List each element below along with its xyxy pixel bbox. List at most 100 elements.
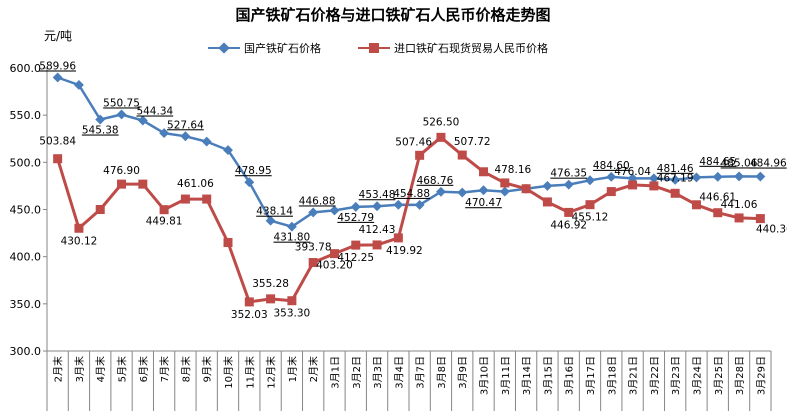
x-tick-label: 3月1日: [329, 356, 341, 389]
data-point-domestic: [308, 207, 319, 218]
data-point-domestic: [329, 205, 340, 216]
data-label-domestic: 470.47: [465, 197, 502, 209]
axes: 300.0 350.0 400.0 450.0 500.0 550.0 600.0 2月末 3月…: [10, 62, 772, 411]
data-label-domestic: 485.06: [721, 157, 758, 169]
data-label-domestic: 550.75: [103, 97, 140, 109]
data-point-domestic: [52, 72, 63, 83]
data-label-import: 476.04: [614, 166, 651, 178]
x-tick-label: 4月末: [94, 356, 107, 382]
data-point-import: [329, 249, 339, 259]
series-line-0: [57, 76, 761, 228]
data-point-domestic: [734, 171, 745, 182]
data-label-domestic: 454.88: [393, 188, 430, 200]
data-point-import: [564, 207, 574, 217]
data-label-domestic: 484.60: [593, 160, 630, 172]
data-point-import: [74, 223, 84, 233]
data-label-domestic: 545.38: [82, 125, 119, 137]
data-point-import: [691, 200, 701, 210]
x-tick-label: 9月末: [201, 356, 214, 382]
x-tick-label: 5月末: [116, 356, 129, 382]
legend-marker-import: [369, 43, 379, 53]
data-point-import: [585, 200, 595, 210]
data-point-import: [159, 205, 169, 215]
data-point-domestic: [286, 221, 297, 232]
y-tick-label: 550.0: [10, 109, 42, 122]
data-point-domestic: [478, 185, 489, 196]
data-label-domestic: 438.14: [256, 206, 293, 218]
data-point-import: [436, 132, 446, 142]
data-label-import: 449.81: [146, 216, 183, 228]
data-point-import: [287, 296, 297, 306]
x-tick-label: 3月11日: [500, 356, 512, 395]
legend-marker-domestic: [218, 42, 230, 54]
data-label-import: 526.50: [423, 116, 460, 128]
data-label-import: 403.20: [316, 260, 353, 272]
x-tick-label: 3月22日: [649, 356, 661, 395]
data-point-import: [521, 184, 531, 194]
y-tick-label: 600.0: [10, 62, 42, 75]
x-tick-label: 2月末: [52, 356, 65, 382]
data-label-domestic: 468.76: [417, 175, 454, 187]
data-point-domestic: [137, 115, 148, 126]
data-label-import: 455.12: [572, 212, 609, 224]
data-point-import: [542, 197, 552, 207]
data-label-import: 353.30: [274, 308, 311, 320]
data-point-import: [670, 188, 680, 198]
x-tick-label: 6月末: [137, 356, 150, 382]
legend: 国产铁矿石价格 进口铁矿石现货贸易人民币价格: [208, 41, 548, 55]
data-point-domestic: [648, 173, 659, 184]
data-point-domestic: [244, 177, 255, 188]
data-label-import: 446.92: [550, 219, 587, 231]
x-tick-label: 7月末: [158, 356, 171, 382]
data-point-import: [500, 178, 510, 188]
x-tick-label: 3月3日: [372, 356, 384, 389]
data-point-import: [713, 208, 723, 218]
x-tick-label: 1月末: [286, 356, 299, 382]
y-tick-label: 400.0: [10, 251, 42, 264]
data-label-import: 441.06: [721, 199, 758, 211]
x-tick-label: 12月末: [265, 356, 278, 389]
data-point-import: [372, 240, 382, 250]
data-label-import: 446.61: [699, 192, 736, 204]
data-point-import: [53, 154, 63, 164]
data-label-domestic: 446.88: [299, 195, 336, 207]
data-point-import: [649, 181, 659, 191]
data-point-import: [628, 180, 638, 190]
data-label-domestic: 478.95: [235, 165, 272, 177]
x-tick-label: 3月14日: [521, 356, 533, 395]
data-label-import: 355.28: [252, 278, 289, 290]
data-point-domestic: [414, 199, 425, 210]
x-tick-label: 8月末: [179, 356, 192, 382]
x-tick-label: 3月4日: [393, 356, 405, 389]
data-label-domestic: 431.80: [274, 232, 311, 244]
data-point-domestic: [95, 114, 106, 125]
data-point-domestic: [372, 201, 383, 212]
x-tick-label: 3月15日: [542, 356, 554, 395]
data-point-import: [351, 240, 361, 250]
chart-title: 国产铁矿石价格与进口铁矿石人民币价格走势图: [235, 6, 550, 24]
data-label-import: 461.06: [177, 178, 214, 190]
data-label-domestic: 544.34: [136, 106, 173, 118]
data-label-import: 352.03: [231, 309, 268, 321]
data-point-domestic: [350, 201, 361, 212]
data-point-domestic: [201, 136, 212, 147]
x-tick-label: 3月23日: [670, 356, 682, 395]
series-layer: [52, 72, 766, 307]
data-label-domestic: 484.65: [699, 156, 736, 168]
x-tick-label: 10月末: [222, 356, 235, 389]
data-point-domestic: [585, 175, 595, 186]
x-tick-label: 11月末: [243, 356, 256, 389]
data-point-domestic: [755, 171, 766, 182]
data-label-import: 440.36: [756, 224, 787, 236]
x-tick-label: 3月18日: [606, 356, 618, 395]
data-label-domestic: 589.96: [39, 60, 76, 72]
x-tick-label: 3月末: [73, 356, 86, 382]
x-tick-label: 3月28日: [734, 356, 746, 395]
x-tick-label: 3月10日: [479, 356, 491, 395]
y-tick-label: 350.0: [10, 298, 42, 311]
x-tick-label: 3月25日: [713, 356, 725, 395]
x-tick-label: 3月2日: [351, 356, 363, 389]
legend-label-domestic: 国产铁矿石价格: [244, 41, 321, 55]
y-axis-unit: 元/吨: [44, 29, 72, 43]
